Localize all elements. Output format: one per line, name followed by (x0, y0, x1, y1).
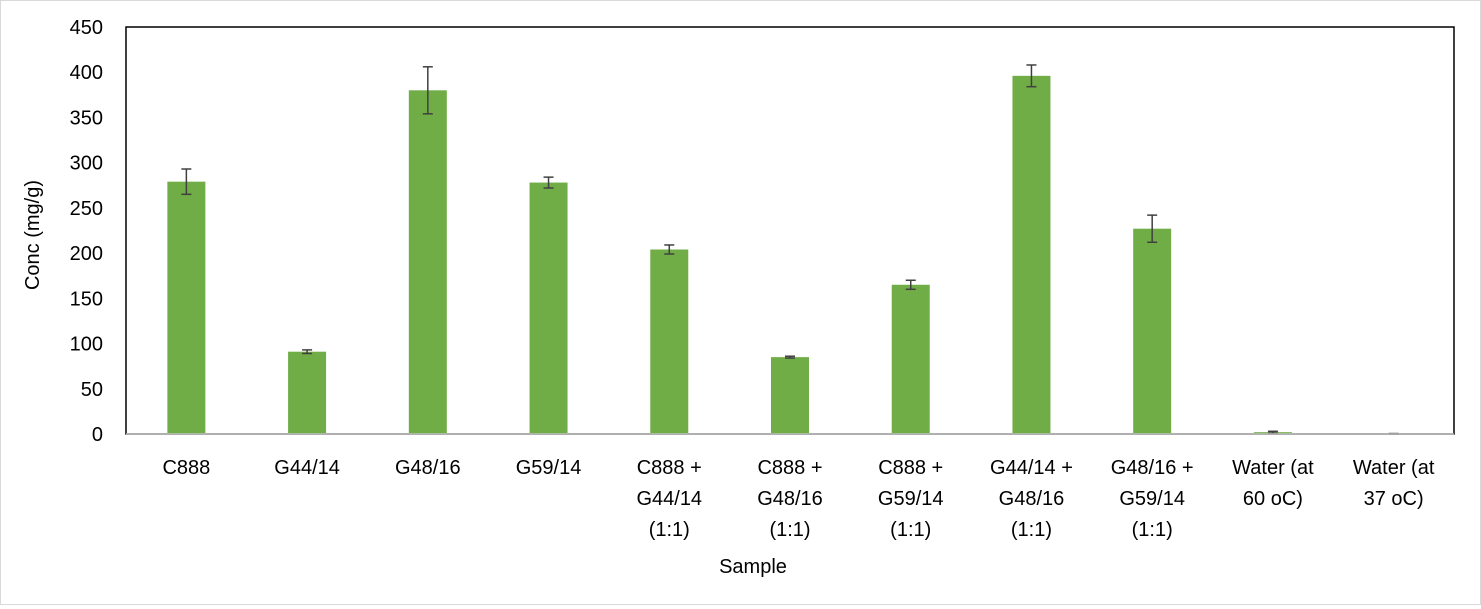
bar (771, 357, 809, 434)
y-tick-label: 150 (70, 288, 103, 310)
x-tick-label: C888 +G59/14(1:1) (878, 457, 944, 541)
bar (1012, 76, 1050, 434)
y-tick-label: 400 (70, 62, 103, 84)
x-axis-ticks: C888 G44/14 G48/16 G59/14 C888 +G44/14(1:1) C… (162, 457, 1434, 541)
y-tick-label: 350 (70, 107, 103, 129)
x-tick-label: C888 +G44/14(1:1) (636, 457, 702, 541)
y-tick-label: 250 (70, 198, 103, 220)
bar (650, 249, 688, 434)
x-tick-label: C888 +G48/16(1:1) (757, 457, 823, 541)
x-tick-label: G44/14 +G48/16(1:1) (990, 457, 1073, 541)
y-tick-label: 300 (70, 153, 103, 175)
bar (892, 285, 930, 434)
y-tick-label: 450 (70, 17, 103, 39)
x-tick-label: G48/16 (395, 457, 461, 479)
bar (167, 182, 205, 434)
y-axis-title: Conc (mg/g) (22, 180, 44, 290)
bar (409, 90, 447, 434)
y-tick-label: 0 (92, 424, 103, 446)
y-tick-label: 100 (70, 334, 103, 356)
x-axis-title: Sample (719, 556, 787, 578)
y-axis-ticks: 0 50 100 150 200 250 300 350 400 450 (70, 17, 103, 446)
x-tick-label: G48/16 +G59/14(1:1) (1111, 457, 1194, 541)
x-tick-label: G44/14 (274, 457, 340, 479)
y-tick-label: 200 (70, 243, 103, 265)
bar (288, 352, 326, 434)
y-tick-label: 50 (81, 379, 103, 401)
x-tick-label: C888 (162, 457, 210, 479)
bar (530, 183, 568, 434)
bar (1133, 229, 1171, 434)
x-tick-label: G59/14 (516, 457, 582, 479)
